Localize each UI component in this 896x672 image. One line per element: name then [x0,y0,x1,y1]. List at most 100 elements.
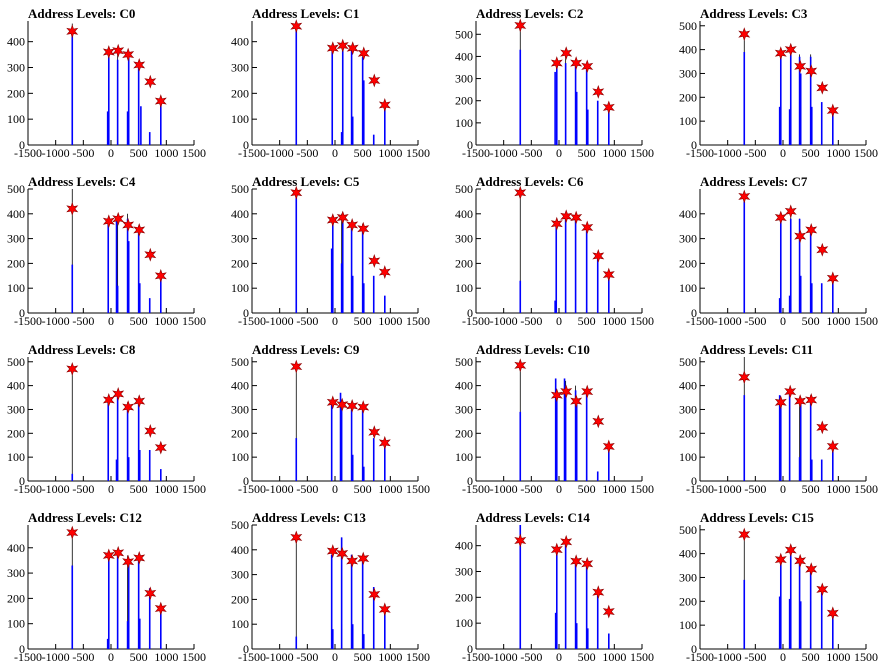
peak-marker [581,59,594,74]
peak-marker [122,400,135,414]
peak-marker [738,27,751,42]
peak-marker [816,582,829,597]
peak-marker [290,530,303,545]
x-tick-label: 1000 [154,482,178,496]
peak-marker [66,201,79,216]
peak-marker [346,554,359,568]
y-tick-label: 300 [455,402,473,416]
y-tick-label: 400 [7,35,25,49]
y-tick-label: 300 [679,570,697,584]
peak-marker [794,394,807,409]
x-tick-label: -500 [520,146,542,160]
x-tick-label: -1000 [266,146,294,160]
peak-marker [816,420,829,435]
peak-marker [570,394,583,409]
chart-panel: Address Levels: C60100200300400500-1500-… [455,174,654,328]
x-tick-label: 1000 [602,146,626,160]
y-tick-label: 200 [455,590,473,604]
peak-marker [514,185,527,200]
y-tick-label: 400 [7,207,25,221]
x-tick-label: -500 [72,482,94,496]
chart-panel: Address Levels: C20100200300400500-1500-… [455,6,654,160]
x-tick-label: 1500 [406,650,430,664]
y-tick-label: 0 [467,642,473,656]
x-tick-label: 0 [780,146,786,160]
chart-panel: Address Levels: C90100200300400500-1500-… [231,342,430,496]
peak-marker [514,533,527,548]
y-tick-label: 200 [455,256,473,270]
peak-marker [112,387,125,401]
peak-marker [774,46,787,61]
peak-marker [592,585,605,600]
y-tick-label: 0 [243,306,249,320]
peak-marker [570,210,583,225]
x-tick-label: -1500 [14,482,42,496]
peak-marker [550,542,563,557]
x-tick-label: -1500 [686,482,714,496]
peak-marker [784,384,797,399]
x-tick-label: -500 [520,650,542,664]
x-tick-label: -500 [520,482,542,496]
x-tick-label: 500 [354,146,372,160]
peak-marker [784,204,797,219]
y-tick-label: 100 [7,281,25,295]
x-tick-label: 1000 [378,482,402,496]
y-tick-label: 400 [455,49,473,63]
y-tick-label: 500 [679,355,697,369]
y-tick-label: 500 [7,355,25,369]
peak-marker [602,439,615,454]
x-tick-label: 1000 [826,650,850,664]
y-tick-label: 500 [231,518,249,532]
peak-marker [368,587,381,602]
x-tick-label: -500 [744,314,766,328]
y-tick-label: 200 [7,86,25,100]
y-tick-label: 0 [243,474,249,488]
x-tick-label: -500 [72,146,94,160]
peak-marker [816,80,829,95]
x-tick-label: 1500 [854,146,878,160]
x-tick-label: -1500 [686,146,714,160]
x-tick-label: 0 [780,650,786,664]
x-tick-label: 1000 [826,146,850,160]
peak-marker [805,562,818,577]
y-tick-label: 500 [455,27,473,41]
peak-marker [784,543,797,557]
chart-title: Address Levels: C0 [28,6,135,21]
x-tick-label: -1000 [42,314,70,328]
peak-marker [826,271,839,286]
y-tick-label: 300 [7,566,25,580]
peak-marker [102,548,115,563]
x-tick-label: -500 [520,314,542,328]
y-tick-label: 300 [455,72,473,86]
x-tick-label: -1500 [238,482,266,496]
y-tick-label: 0 [19,474,25,488]
x-tick-label: -1500 [238,314,266,328]
peak-marker [336,397,349,412]
y-tick-label: 0 [467,138,473,152]
y-tick-label: 0 [467,474,473,488]
x-tick-label: -1000 [490,314,518,328]
peak-marker [133,550,146,565]
y-tick-label: 100 [455,281,473,295]
peak-marker [102,214,115,229]
peak-marker [368,73,381,88]
y-tick-label: 400 [455,207,473,221]
chart-title: Address Levels: C12 [28,510,142,525]
peak-marker [326,395,339,410]
y-tick-label: 100 [7,617,25,631]
y-tick-label: 500 [231,355,249,369]
peak-marker [144,424,157,438]
peak-marker [368,425,381,440]
chart-title: Address Levels: C9 [252,342,360,357]
x-tick-label: -1500 [686,314,714,328]
peak-marker [738,527,751,542]
chart-panel: Address Levels: C7 0 100 200 300 400 -1500 -100… [679,174,878,328]
peak-marker [154,94,167,108]
chart-panel: Address Levels: C1 0 100 200 300 400 -1500 -100… [231,6,430,160]
y-tick-label: 0 [19,138,25,152]
peak-marker [592,414,605,429]
x-tick-label: 500 [578,314,596,328]
x-tick-label: 1000 [378,650,402,664]
x-tick-label: 1000 [378,146,402,160]
y-tick-label: 100 [7,450,25,464]
